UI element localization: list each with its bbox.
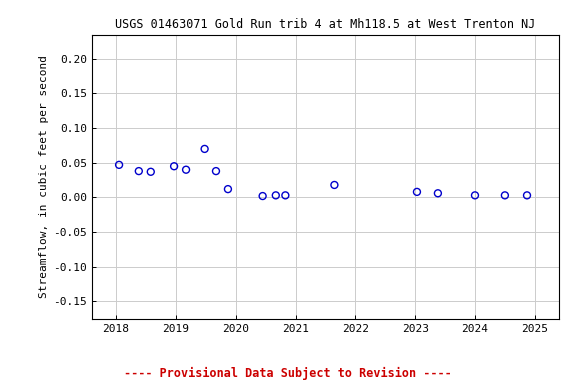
Y-axis label: Streamflow, in cubic feet per second: Streamflow, in cubic feet per second — [39, 55, 50, 298]
Point — [146, 169, 156, 175]
Point — [501, 192, 510, 199]
Point — [412, 189, 422, 195]
Title: USGS 01463071 Gold Run trib 4 at Mh118.5 at West Trenton NJ: USGS 01463071 Gold Run trib 4 at Mh118.5… — [115, 18, 536, 31]
Point — [200, 146, 209, 152]
Point — [258, 193, 267, 199]
Point — [211, 168, 221, 174]
Point — [433, 190, 442, 196]
Text: ---- Provisional Data Subject to Revision ----: ---- Provisional Data Subject to Revisio… — [124, 367, 452, 380]
Point — [169, 163, 179, 169]
Point — [271, 192, 281, 199]
Point — [281, 192, 290, 199]
Point — [471, 192, 480, 199]
Point — [115, 162, 124, 168]
Point — [223, 186, 233, 192]
Point — [522, 192, 532, 199]
Point — [134, 168, 143, 174]
Point — [181, 167, 191, 173]
Point — [330, 182, 339, 188]
